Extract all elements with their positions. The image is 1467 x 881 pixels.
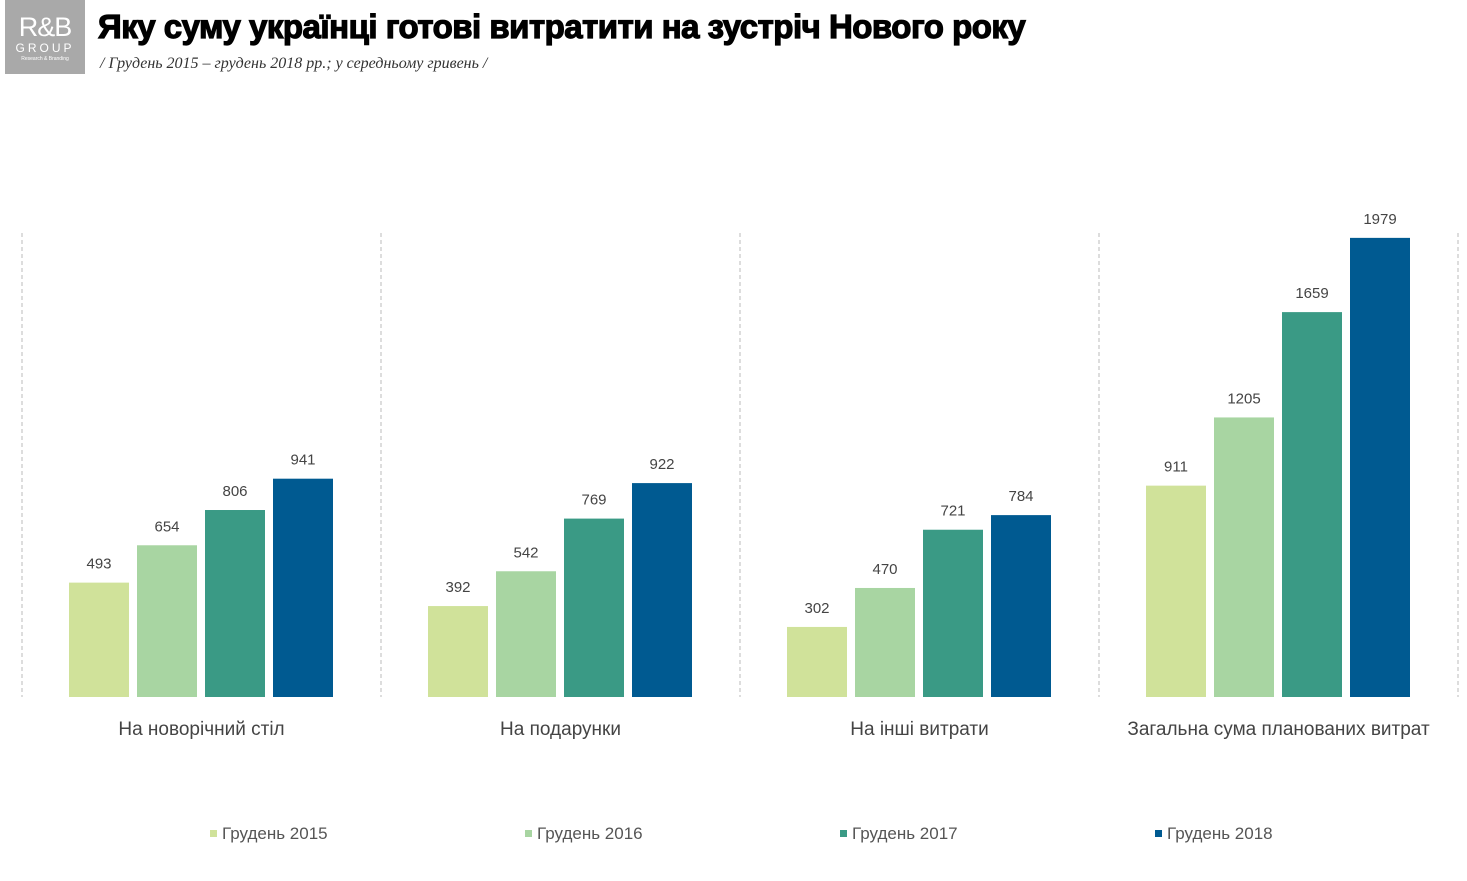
data-label: 769: [581, 492, 606, 509]
data-label: 470: [872, 561, 897, 578]
bar: [787, 626, 847, 697]
legend-swatch: [210, 830, 217, 837]
data-label: 911: [1164, 459, 1188, 476]
bar: [496, 571, 556, 697]
bar: [1350, 237, 1410, 697]
data-label: 392: [445, 579, 470, 596]
bar: [855, 587, 915, 697]
data-label: 922: [649, 456, 674, 473]
data-label: 1205: [1227, 390, 1260, 407]
bar: [632, 483, 692, 697]
bar: [428, 606, 488, 697]
bar: [273, 478, 333, 697]
bar: [923, 529, 983, 697]
bar: [1146, 485, 1206, 697]
data-label: 542: [513, 544, 538, 561]
data-label: 302: [804, 600, 829, 617]
bar: [1214, 417, 1274, 697]
bar: [564, 518, 624, 697]
rb-group-logo: R&B GROUP Research & Branding: [5, 0, 85, 74]
category-label: На новорічний стіл: [118, 719, 284, 740]
chart-title: Яку суму українці готові витратити на зу…: [97, 7, 1026, 45]
legend-label: Грудень 2017: [852, 824, 958, 843]
category-label: На подарунки: [500, 719, 621, 740]
legend-swatch: [1155, 830, 1162, 837]
bar: [69, 582, 129, 697]
data-label: 1659: [1295, 285, 1328, 302]
category-label: На інші витрати: [850, 719, 988, 740]
data-label: 493: [86, 556, 111, 573]
data-label: 941: [290, 452, 315, 469]
data-label: 806: [222, 483, 247, 500]
chart-subtitle: / Грудень 2015 – грудень 2018 рр.; у сер…: [100, 55, 488, 72]
legend-swatch: [840, 830, 847, 837]
bar: [1282, 312, 1342, 697]
bar: [205, 510, 265, 697]
legend-label: Грудень 2015: [222, 824, 328, 843]
legend-swatch: [525, 830, 532, 837]
legend-label: Грудень 2016: [537, 824, 643, 843]
data-label: 784: [1008, 488, 1033, 505]
bar: [991, 515, 1051, 697]
data-label: 1979: [1363, 211, 1396, 228]
data-label: 721: [940, 503, 965, 520]
bar: [137, 545, 197, 697]
legend-label: Грудень 2018: [1167, 824, 1273, 843]
data-label: 654: [154, 518, 179, 535]
category-label: Загальна сума планованих витрат: [1127, 719, 1430, 740]
